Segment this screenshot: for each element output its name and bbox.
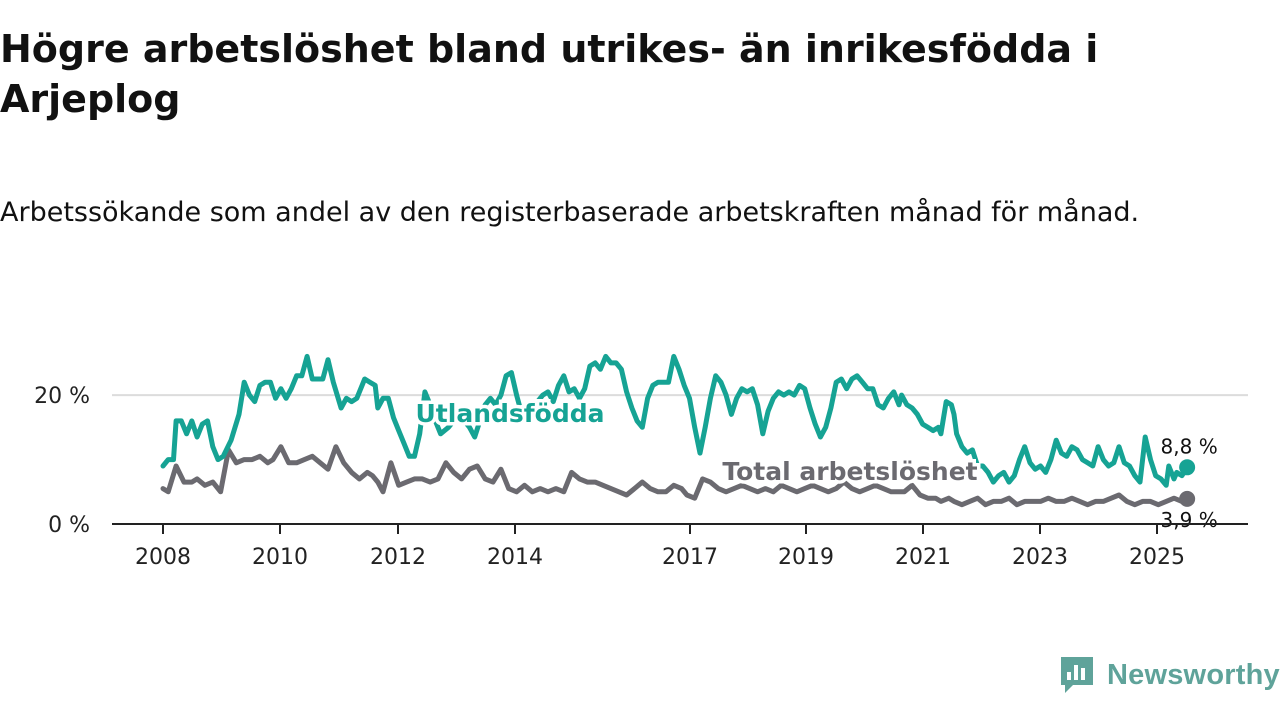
y-tick-label: 20 % <box>34 384 90 409</box>
line-chart: 8,8 % 3,9 % Utlandsfödda Total arbetslöshet… <box>34 353 1248 570</box>
annotation-utlandsfodda: Utlandsfödda <box>416 399 605 428</box>
x-tick-label: 2012 <box>370 545 426 570</box>
annotation-total: Total arbetslöshet <box>722 457 977 486</box>
chart-subtitle: Arbetssökande som andel av den registerb… <box>0 197 1140 228</box>
end-marker-total <box>1179 490 1196 507</box>
series-line-total <box>160 444 1190 508</box>
end-label-utlandsfodda: 8,8 % <box>1161 434 1218 458</box>
x-tick-label: 2017 <box>662 545 718 570</box>
x-tick-label: 2010 <box>252 545 308 570</box>
x-tick-label: 2021 <box>895 545 951 570</box>
x-tick-label: 2019 <box>778 545 834 570</box>
x-tick-label: 2014 <box>487 545 543 570</box>
y-tick-label: 0 % <box>48 513 90 538</box>
end-label-total: 3,9 % <box>1161 508 1218 532</box>
x-tick-label: 2023 <box>1012 545 1068 570</box>
chart-title: Högre arbetslöshet bland utrikes- än inr… <box>0 27 1099 121</box>
newsworthy-brand: Newsworthy <box>1059 654 1280 696</box>
x-tick-label: 2008 <box>135 545 191 570</box>
brand-name: Newsworthy <box>1107 658 1280 691</box>
x-tick-label: 2025 <box>1129 545 1185 570</box>
end-marker-utlandsfodda <box>1179 459 1196 476</box>
series-line-utlandsfodda <box>160 353 1190 488</box>
newsworthy-logo-icon <box>1061 657 1093 693</box>
